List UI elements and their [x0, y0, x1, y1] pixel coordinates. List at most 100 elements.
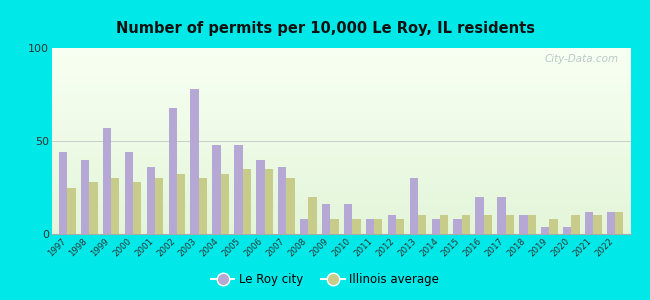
Bar — [484, 215, 492, 234]
Bar — [528, 215, 536, 234]
Bar — [52, 152, 630, 154]
Bar — [615, 212, 623, 234]
Bar — [396, 219, 404, 234]
Bar — [52, 150, 630, 152]
Bar — [52, 107, 630, 110]
Bar — [52, 167, 630, 169]
Bar — [52, 176, 630, 178]
Bar — [410, 178, 418, 234]
Bar — [52, 141, 630, 143]
Bar — [52, 87, 630, 89]
Bar — [52, 48, 630, 50]
Bar — [190, 89, 199, 234]
Bar — [52, 70, 630, 72]
Bar — [52, 158, 630, 160]
Bar — [52, 128, 630, 130]
Bar — [52, 57, 630, 59]
Bar — [366, 219, 374, 234]
Bar — [52, 139, 630, 141]
Bar — [287, 178, 295, 234]
Bar — [52, 163, 630, 165]
Bar — [155, 178, 163, 234]
Bar — [418, 215, 426, 234]
Bar — [352, 219, 361, 234]
Bar — [52, 137, 630, 139]
Bar — [52, 226, 630, 228]
Bar — [133, 182, 142, 234]
Bar — [300, 219, 308, 234]
Bar — [52, 63, 630, 65]
Bar — [462, 215, 470, 234]
Bar — [52, 98, 630, 100]
Bar — [265, 169, 273, 234]
Bar — [52, 132, 630, 134]
Bar — [374, 219, 382, 234]
Bar — [52, 117, 630, 119]
Bar — [506, 215, 514, 234]
Bar — [52, 217, 630, 219]
Bar — [344, 204, 352, 234]
Bar — [89, 182, 98, 234]
Bar — [52, 106, 630, 107]
Bar — [52, 93, 630, 94]
Bar — [256, 160, 265, 234]
Bar — [52, 100, 630, 102]
Bar — [432, 219, 440, 234]
Bar — [68, 188, 75, 234]
Bar — [571, 215, 580, 234]
Bar — [177, 175, 185, 234]
Bar — [593, 215, 602, 234]
Bar — [52, 67, 630, 68]
Bar — [52, 191, 630, 193]
Bar — [52, 225, 630, 226]
Bar — [440, 215, 448, 234]
Bar — [52, 91, 630, 93]
Bar — [497, 197, 506, 234]
Bar — [52, 172, 630, 175]
Bar — [519, 215, 528, 234]
Bar — [52, 130, 630, 132]
Bar — [147, 167, 155, 234]
Bar — [52, 102, 630, 104]
Bar — [52, 94, 630, 96]
Bar — [52, 186, 630, 188]
Bar — [52, 148, 630, 150]
Bar — [52, 61, 630, 63]
Bar — [52, 214, 630, 215]
Text: Number of permits per 10,000 Le Roy, IL residents: Number of permits per 10,000 Le Roy, IL … — [116, 21, 534, 36]
Bar — [52, 228, 630, 230]
Bar — [52, 210, 630, 212]
Bar — [52, 206, 630, 208]
Bar — [52, 200, 630, 202]
Bar — [52, 202, 630, 204]
Bar — [278, 167, 287, 234]
Bar — [52, 50, 630, 52]
Bar — [234, 145, 242, 234]
Bar — [563, 226, 571, 234]
Bar — [52, 110, 630, 111]
Bar — [454, 219, 462, 234]
Bar — [607, 212, 615, 234]
Bar — [330, 219, 339, 234]
Bar — [52, 161, 630, 163]
Bar — [52, 119, 630, 121]
Bar — [52, 124, 630, 126]
Bar — [52, 215, 630, 217]
Bar — [59, 152, 68, 234]
Bar — [308, 197, 317, 234]
Bar — [52, 65, 630, 67]
Bar — [52, 169, 630, 171]
Bar — [52, 219, 630, 221]
Bar — [52, 145, 630, 147]
Bar — [52, 113, 630, 115]
Bar — [52, 115, 630, 117]
Bar — [322, 204, 330, 234]
Bar — [242, 169, 251, 234]
Bar — [52, 126, 630, 128]
Bar — [52, 189, 630, 191]
Bar — [199, 178, 207, 234]
Bar — [52, 78, 630, 80]
Bar — [52, 208, 630, 210]
Bar — [52, 54, 630, 56]
Bar — [213, 145, 221, 234]
